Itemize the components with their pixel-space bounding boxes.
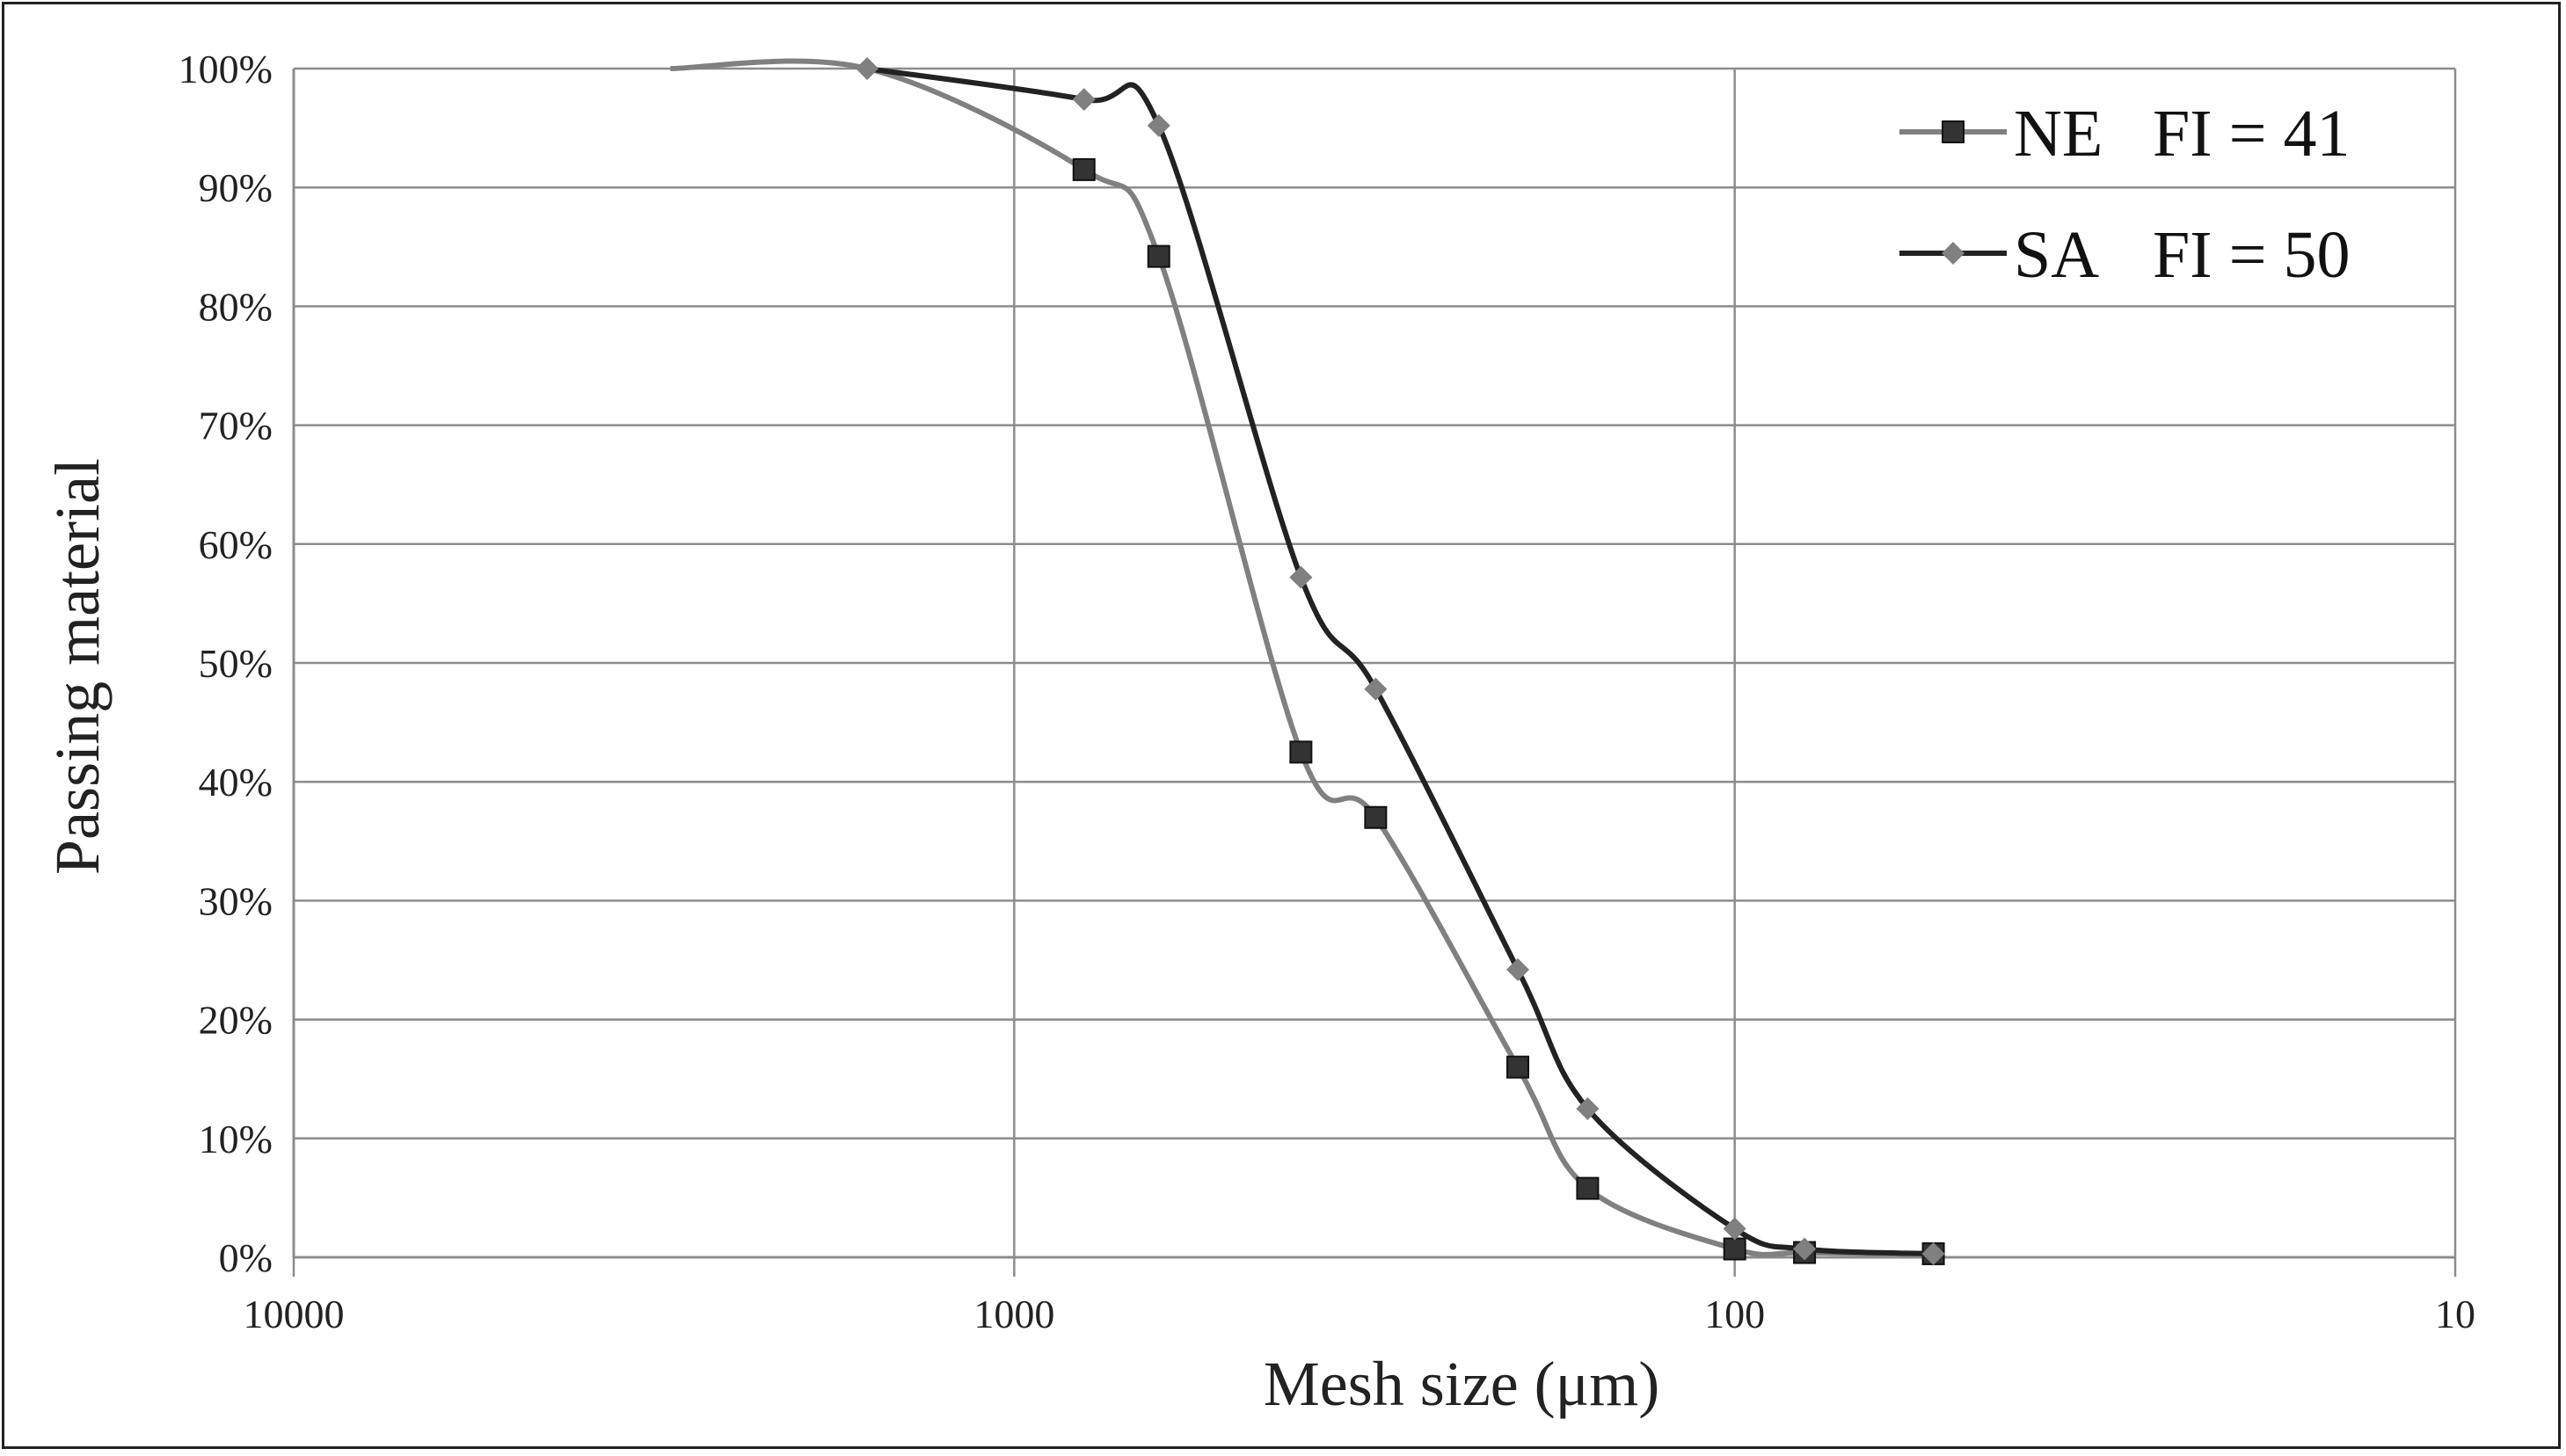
data-point-ne xyxy=(1576,1176,1600,1200)
legend-label: SA xyxy=(2014,218,2099,292)
data-point-sa xyxy=(1723,1217,1746,1241)
y-tick-label: 80% xyxy=(199,284,273,329)
y-tick-label: 20% xyxy=(199,998,273,1043)
legend-label: NE xyxy=(2014,97,2103,171)
data-point-ne xyxy=(1364,805,1388,829)
series-line-sa xyxy=(866,66,1934,1256)
legend-item-ne: NE FI = 41 xyxy=(1899,97,2350,171)
data-point-sa xyxy=(1921,1241,1945,1265)
data-point-sa xyxy=(856,57,879,80)
legend-marker xyxy=(1942,120,1965,143)
y-tick-label: 50% xyxy=(199,641,273,686)
data-point-sa xyxy=(1793,1237,1817,1261)
legend-annotation: FI = 50 xyxy=(2153,218,2350,292)
data-point-ne xyxy=(1147,244,1170,268)
y-tick-label: 40% xyxy=(199,760,273,804)
legend-annotation: FI = 41 xyxy=(2153,97,2350,171)
y-tick-label: 90% xyxy=(199,165,273,210)
data-point-ne xyxy=(1506,1055,1530,1079)
data-point-ne xyxy=(1072,157,1096,181)
legend: NE FI = 41 SA FI = 50 xyxy=(1899,97,2350,292)
x-tick-label: 10 xyxy=(2435,1292,2475,1336)
x-tick-label: 10000 xyxy=(244,1292,345,1336)
data-point-ne xyxy=(1289,740,1313,764)
data-point-ne xyxy=(1723,1237,1746,1261)
series-line-ne xyxy=(670,58,1934,1257)
series-group xyxy=(670,57,1945,1265)
x-tick-label: 100 xyxy=(1704,1292,1765,1336)
tick-labels: 0% 10% 20% 30% 40% 50% 60% 70% 80% 90% 100% 10000 10… xyxy=(179,47,2475,1336)
y-tick-label: 70% xyxy=(199,404,273,448)
series-sa xyxy=(856,57,1945,1265)
y-tick-label: 0% xyxy=(219,1235,273,1280)
x-axis-title: Mesh size (μm) xyxy=(1264,1349,1660,1419)
axes xyxy=(292,69,2455,1259)
grid-lines xyxy=(292,67,2457,1277)
y-tick-label: 30% xyxy=(199,878,273,923)
y-tick-label: 10% xyxy=(199,1117,273,1161)
x-tick-label: 1000 xyxy=(973,1292,1054,1336)
data-point-sa xyxy=(1364,677,1388,701)
legend-item-sa: SA FI = 50 xyxy=(1899,218,2350,292)
y-tick-label: 100% xyxy=(179,47,273,91)
data-point-sa xyxy=(1072,88,1096,112)
legend-marker xyxy=(1942,242,1965,265)
y-axis-title: Passing material xyxy=(42,458,113,875)
data-point-sa xyxy=(1147,113,1170,137)
data-point-sa xyxy=(1506,957,1530,981)
data-point-sa xyxy=(1576,1097,1600,1120)
data-point-sa xyxy=(1289,565,1313,589)
y-tick-label: 60% xyxy=(199,522,273,567)
